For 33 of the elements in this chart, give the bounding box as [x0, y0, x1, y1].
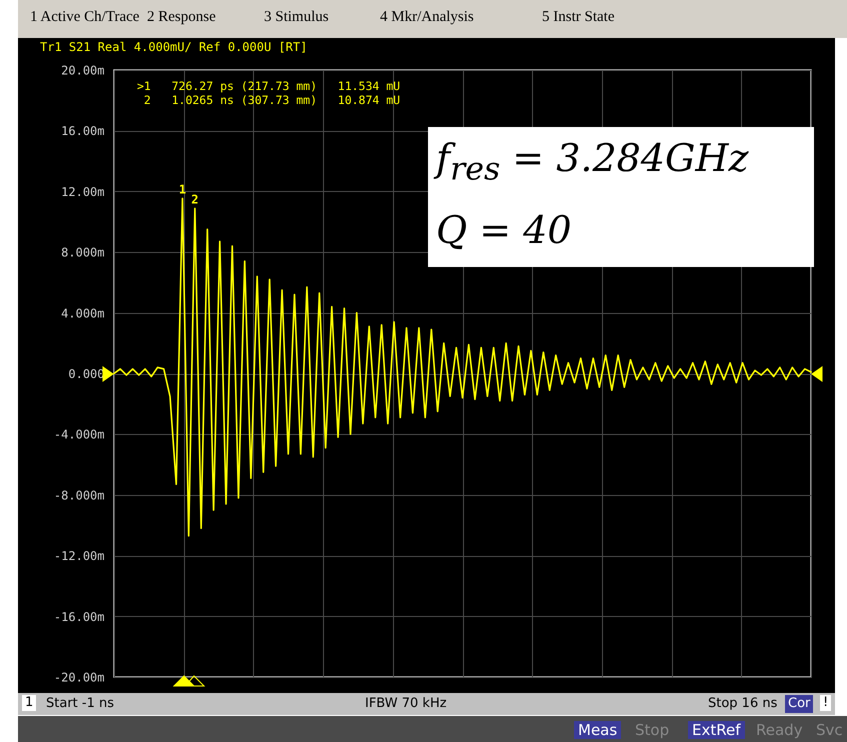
y-tick-label: 8.000m: [61, 246, 104, 260]
y-tick-label: -20.00m: [54, 670, 104, 684]
annotation: 1: [178, 182, 186, 196]
annotation: 2: [191, 192, 199, 206]
y-tick-label: -16.00m: [54, 610, 104, 624]
text: 3 Stimulus: [264, 9, 329, 26]
y-tick-label: 16.00m: [61, 124, 104, 138]
text: Ready: [755, 721, 804, 739]
text: ExtRef: [688, 721, 744, 739]
y-tick-label: -12.00m: [54, 549, 104, 564]
text: 1 Active Ch/Trace: [30, 9, 140, 26]
text: Svc: [815, 721, 844, 739]
y-tick-label: 4.000m: [61, 306, 104, 320]
text: 2 Response: [147, 9, 216, 26]
text: Stop: [634, 721, 670, 739]
text: Stop 16 ns: [707, 695, 778, 713]
text: IFBW 70 kHz: [364, 695, 448, 713]
text: Cor: [785, 695, 814, 713]
y-tick-label: -4.000m: [54, 428, 104, 442]
text: 1: [22, 695, 36, 711]
y-tick-label: 20.00m: [61, 64, 104, 78]
annotation: >1 726.27 ps (217.73 mm) 11.534 mU: [137, 79, 400, 93]
text: 4 Mkr/Analysis: [380, 9, 474, 26]
annotation: Q = 40: [436, 208, 572, 252]
text: Meas: [574, 721, 622, 739]
y-tick-label: 12.00m: [61, 184, 104, 199]
annotation: 2 1.0265 ns (307.73 mm) 10.874 mU: [142, 93, 400, 107]
text: Start -1 ns: [45, 695, 115, 713]
y-tick-label: -8.000m: [54, 488, 104, 502]
text: !: [820, 695, 832, 711]
annotation: f$_{res}$ = 3.284GHz: [436, 136, 749, 188]
text: 5 Instr State: [542, 9, 614, 26]
chart-title: Tr1 S21 Real 4.000mU/ Ref 0.000U [RT]: [40, 40, 308, 54]
